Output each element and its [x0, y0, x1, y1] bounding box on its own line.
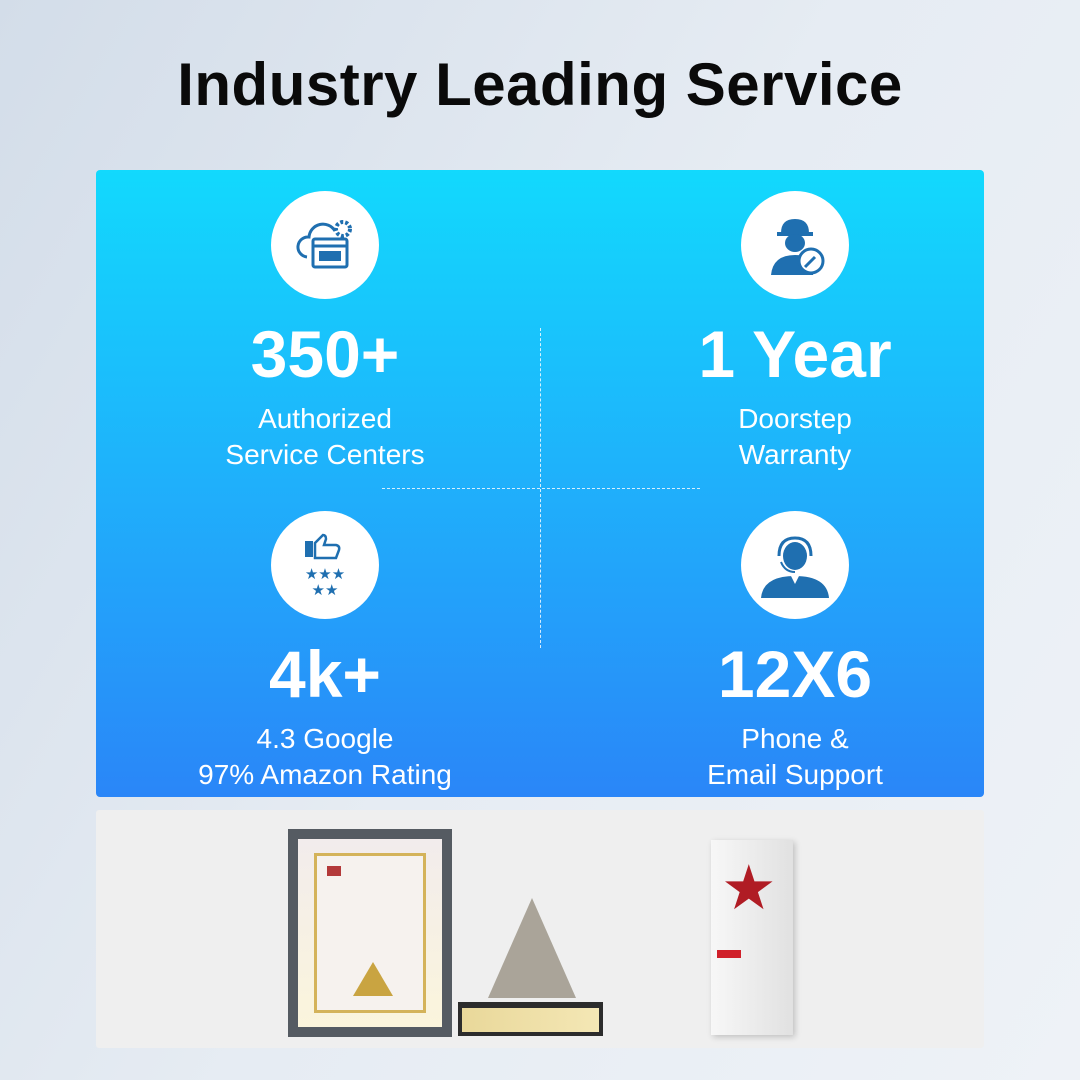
stat-label: Service Centers: [225, 439, 425, 470]
stat-value: 4k+: [269, 637, 381, 711]
stat-value: 12X6: [717, 637, 873, 711]
stats-panel: 350+ Authorized Service Centers 1 Year Do…: [96, 170, 984, 797]
award-trophy-msme: [458, 898, 603, 1036]
stat-warranty: 1 Year Doorstep Warranty: [573, 191, 1017, 473]
stat-value: 350+: [250, 317, 400, 391]
stat-ratings: ★★★ ★★ 4k+ 4.3 Google 97% Amazon Rating: [103, 511, 547, 793]
stat-support: 12X6 Phone & Email Support: [573, 511, 1017, 793]
svg-text:★★: ★★: [312, 582, 339, 597]
thumbs-up-rating-icon: ★★★ ★★: [271, 511, 379, 619]
stat-value: 1 Year: [698, 317, 892, 391]
headset-support-icon: [741, 511, 849, 619]
stat-label: Doorstep: [738, 403, 852, 434]
stat-label: Email Support: [707, 759, 883, 790]
divider-horizontal: [382, 488, 700, 489]
stat-label: Warranty: [738, 439, 852, 470]
stat-label: 4.3 Google: [256, 723, 394, 754]
technician-icon: [741, 191, 849, 299]
stat-service-centers: 350+ Authorized Service Centers: [103, 191, 547, 473]
stat-label: 97% Amazon Rating: [198, 759, 452, 790]
stat-label: Phone &: [741, 723, 849, 754]
awards-section: ★: [96, 810, 984, 1048]
award-certificate-frame: [288, 829, 452, 1037]
stat-label: Authorized: [258, 403, 392, 434]
award-trophy-sme-champion: ★: [711, 840, 793, 1035]
cloud-settings-icon: [271, 191, 379, 299]
svg-text:★★★: ★★★: [305, 566, 345, 583]
page-title: Industry Leading Service: [177, 51, 903, 118]
